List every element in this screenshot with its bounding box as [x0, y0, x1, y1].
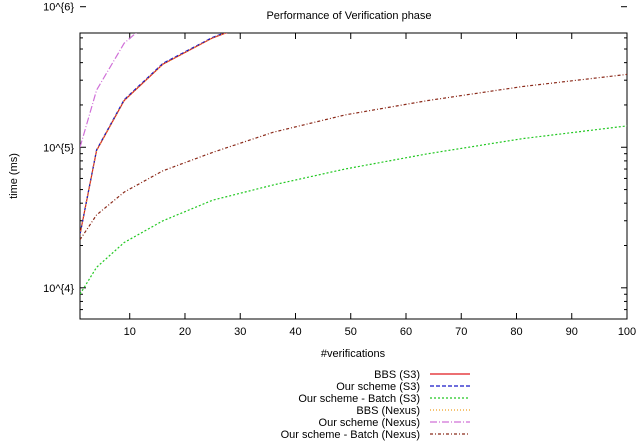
series-line	[80, 73, 627, 241]
legend-label: BBS (S3)	[374, 369, 420, 381]
x-tick-label: 100	[618, 326, 636, 338]
x-tick-label: 10	[124, 326, 136, 338]
x-axis-label: #verifications	[321, 348, 386, 360]
series-line	[80, 33, 137, 148]
series-line	[80, 33, 226, 235]
y-tick-label: 10^{4}	[43, 283, 74, 295]
series-lines	[80, 33, 627, 295]
y-axis-label: time (ms)	[8, 153, 20, 199]
x-tick-label: 70	[455, 326, 467, 338]
series-line	[80, 33, 228, 235]
axis-ticks: 10 20 30 40 50 60 70 80 90 100 10^{4} 10^{5} 10^{6}	[43, 2, 636, 338]
legend: BBS (S3)Our scheme (S3)Our scheme - Batc…	[281, 369, 470, 441]
x-tick-label: 40	[289, 326, 301, 338]
series-line	[80, 33, 228, 235]
legend-label: BBS (Nexus)	[356, 405, 420, 417]
legend-label: Our scheme - Batch (Nexus)	[281, 429, 420, 441]
x-tick-label: 20	[179, 326, 191, 338]
x-tick-label: 60	[400, 326, 412, 338]
legend-label: Our scheme (S3)	[336, 381, 420, 393]
x-tick-label: 30	[234, 326, 246, 338]
legend-label: Our scheme (Nexus)	[319, 417, 420, 429]
chart-title: Performance of Verification phase	[266, 10, 431, 22]
x-tick-label: 80	[510, 326, 522, 338]
legend-label: Our scheme - Batch (S3)	[298, 393, 420, 405]
series-line	[80, 125, 627, 295]
y-tick-label: 10^{6}	[43, 2, 74, 14]
x-tick-label: 90	[566, 326, 578, 338]
y-tick-label: 10^{5}	[43, 142, 74, 154]
x-tick-label: 50	[345, 326, 357, 338]
plot-frame	[79, 32, 628, 320]
